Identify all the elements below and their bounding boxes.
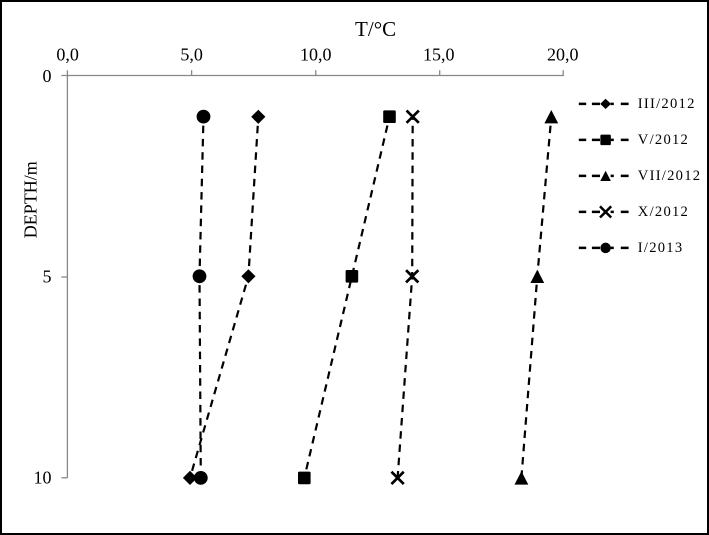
svg-text:III/2012: III/2012 bbox=[638, 96, 696, 112]
svg-text:5: 5 bbox=[43, 267, 52, 287]
svg-text:10,0: 10,0 bbox=[300, 44, 332, 64]
svg-text:20,0: 20,0 bbox=[547, 44, 579, 64]
svg-text:0,0: 0,0 bbox=[56, 44, 79, 64]
svg-text:15,0: 15,0 bbox=[423, 44, 455, 64]
svg-text:I/2013: I/2013 bbox=[638, 240, 684, 256]
svg-text:0: 0 bbox=[43, 66, 52, 86]
svg-text:T/°C: T/°C bbox=[355, 17, 396, 41]
svg-text:10: 10 bbox=[34, 468, 52, 488]
svg-text:V/2012: V/2012 bbox=[638, 132, 689, 148]
svg-text:5,0: 5,0 bbox=[180, 44, 203, 64]
svg-text:VII/2012: VII/2012 bbox=[638, 168, 702, 184]
svg-text:DEPTH/m: DEPTH/m bbox=[21, 161, 41, 238]
svg-text:X/2012: X/2012 bbox=[638, 204, 689, 220]
